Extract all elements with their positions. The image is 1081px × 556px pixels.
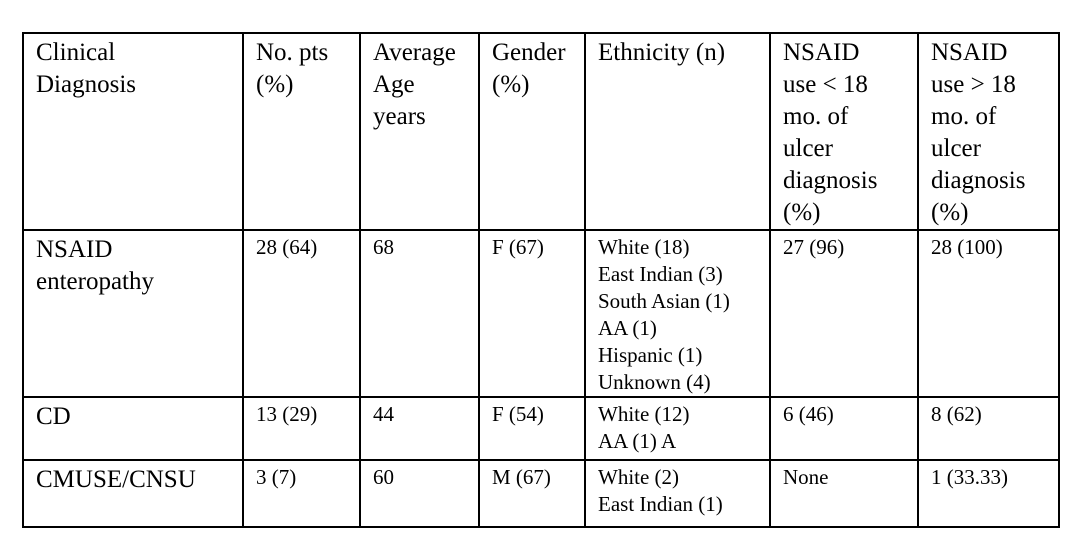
nsaid-gt-18-cell: 1 (33.33) bbox=[917, 459, 1060, 528]
header-row: Clinical Diagnosis No. pts (%) Average A… bbox=[22, 32, 1060, 231]
header-text: mo. of bbox=[931, 103, 997, 130]
header-text: (%) bbox=[783, 199, 821, 226]
ethnicity-entry: White (12) bbox=[598, 402, 690, 426]
header-text: Clinical bbox=[36, 39, 116, 66]
gender-cell: F (67) bbox=[478, 229, 586, 398]
ethnicity-entry: East Indian (3) bbox=[598, 262, 723, 286]
header-text: Gender bbox=[492, 39, 566, 66]
ethnicity-entry: East Indian (1) bbox=[598, 492, 723, 516]
ethnicity-entry: South Asian (1) bbox=[598, 289, 730, 313]
header-text: NSAID bbox=[783, 39, 860, 66]
age-cell: 44 bbox=[359, 396, 480, 461]
diagnosis-text: enteropathy bbox=[36, 268, 155, 295]
table-row: CMUSE/CNSU 3 (7) 60 M (67) White (2) Eas… bbox=[22, 459, 1060, 528]
diagnosis-cell: CD bbox=[22, 396, 244, 461]
pts-cell: 28 (64) bbox=[242, 229, 361, 398]
header-text: NSAID bbox=[931, 39, 1008, 66]
gender-cell: M (67) bbox=[478, 459, 586, 528]
header-nsaid-gt-18: NSAID use > 18 mo. of ulcer diagnosis (%… bbox=[917, 32, 1060, 231]
header-text: (%) bbox=[256, 71, 294, 98]
clinical-diagnosis-table: Clinical Diagnosis No. pts (%) Average A… bbox=[22, 32, 1060, 528]
header-text: (%) bbox=[931, 199, 969, 226]
table-row: NSAID enteropathy 28 (64) 68 F (67) Whit… bbox=[22, 229, 1060, 398]
header-text: diagnosis bbox=[783, 167, 878, 194]
ethnicity-entry: Hispanic (1) bbox=[598, 343, 703, 367]
ethnicity-entry: White (2) bbox=[598, 465, 680, 489]
nsaid-lt-18-cell: 27 (96) bbox=[769, 229, 919, 398]
header-text: diagnosis bbox=[931, 167, 1026, 194]
pts-cell: 3 (7) bbox=[242, 459, 361, 528]
ethnicity-entry: White (18) bbox=[598, 235, 690, 259]
header-text: Ethnicity (n) bbox=[598, 39, 726, 66]
header-text: mo. of bbox=[783, 103, 849, 130]
nsaid-lt-18-cell: None bbox=[769, 459, 919, 528]
age-cell: 68 bbox=[359, 229, 480, 398]
ethnicity-entry: AA (1) A bbox=[598, 429, 677, 453]
ethnicity-entry: Unknown (4) bbox=[598, 370, 711, 394]
header-no-pts: No. pts (%) bbox=[242, 32, 361, 231]
header-clinical-diagnosis: Clinical Diagnosis bbox=[22, 32, 244, 231]
header-text: Diagnosis bbox=[36, 71, 136, 98]
ethnicity-cell: White (12) AA (1) A bbox=[584, 396, 771, 461]
nsaid-gt-18-cell: 28 (100) bbox=[917, 229, 1060, 398]
diagnosis-cell: NSAID enteropathy bbox=[22, 229, 244, 398]
header-nsaid-lt-18: NSAID use < 18 mo. of ulcer diagnosis (%… bbox=[769, 32, 919, 231]
ethnicity-cell: White (2) East Indian (1) bbox=[584, 459, 771, 528]
header-text: use < 18 bbox=[783, 71, 868, 98]
diagnosis-text: CD bbox=[36, 403, 71, 430]
header-gender: Gender (%) bbox=[478, 32, 586, 231]
table-row: CD 13 (29) 44 F (54) White (12) AA (1) A… bbox=[22, 396, 1060, 461]
header-text: Age bbox=[373, 71, 415, 98]
header-text: (%) bbox=[492, 71, 530, 98]
ethnicity-entry: AA (1) bbox=[598, 316, 657, 340]
diagnosis-cell: CMUSE/CNSU bbox=[22, 459, 244, 528]
header-text: years bbox=[373, 103, 426, 130]
header-text: No. pts bbox=[256, 39, 329, 66]
nsaid-gt-18-cell: 8 (62) bbox=[917, 396, 1060, 461]
header-text: ulcer bbox=[931, 135, 981, 162]
nsaid-lt-18-cell: 6 (46) bbox=[769, 396, 919, 461]
ethnicity-cell: White (18) East Indian (3) South Asian (… bbox=[584, 229, 771, 398]
header-average-age: Average Age years bbox=[359, 32, 480, 231]
age-cell: 60 bbox=[359, 459, 480, 528]
header-text: use > 18 bbox=[931, 71, 1016, 98]
gender-cell: F (54) bbox=[478, 396, 586, 461]
header-ethnicity: Ethnicity (n) bbox=[584, 32, 771, 231]
pts-cell: 13 (29) bbox=[242, 396, 361, 461]
header-text: Average bbox=[373, 39, 456, 66]
diagnosis-text: NSAID bbox=[36, 236, 113, 263]
diagnosis-text: CMUSE/CNSU bbox=[36, 466, 196, 493]
header-text: ulcer bbox=[783, 135, 833, 162]
